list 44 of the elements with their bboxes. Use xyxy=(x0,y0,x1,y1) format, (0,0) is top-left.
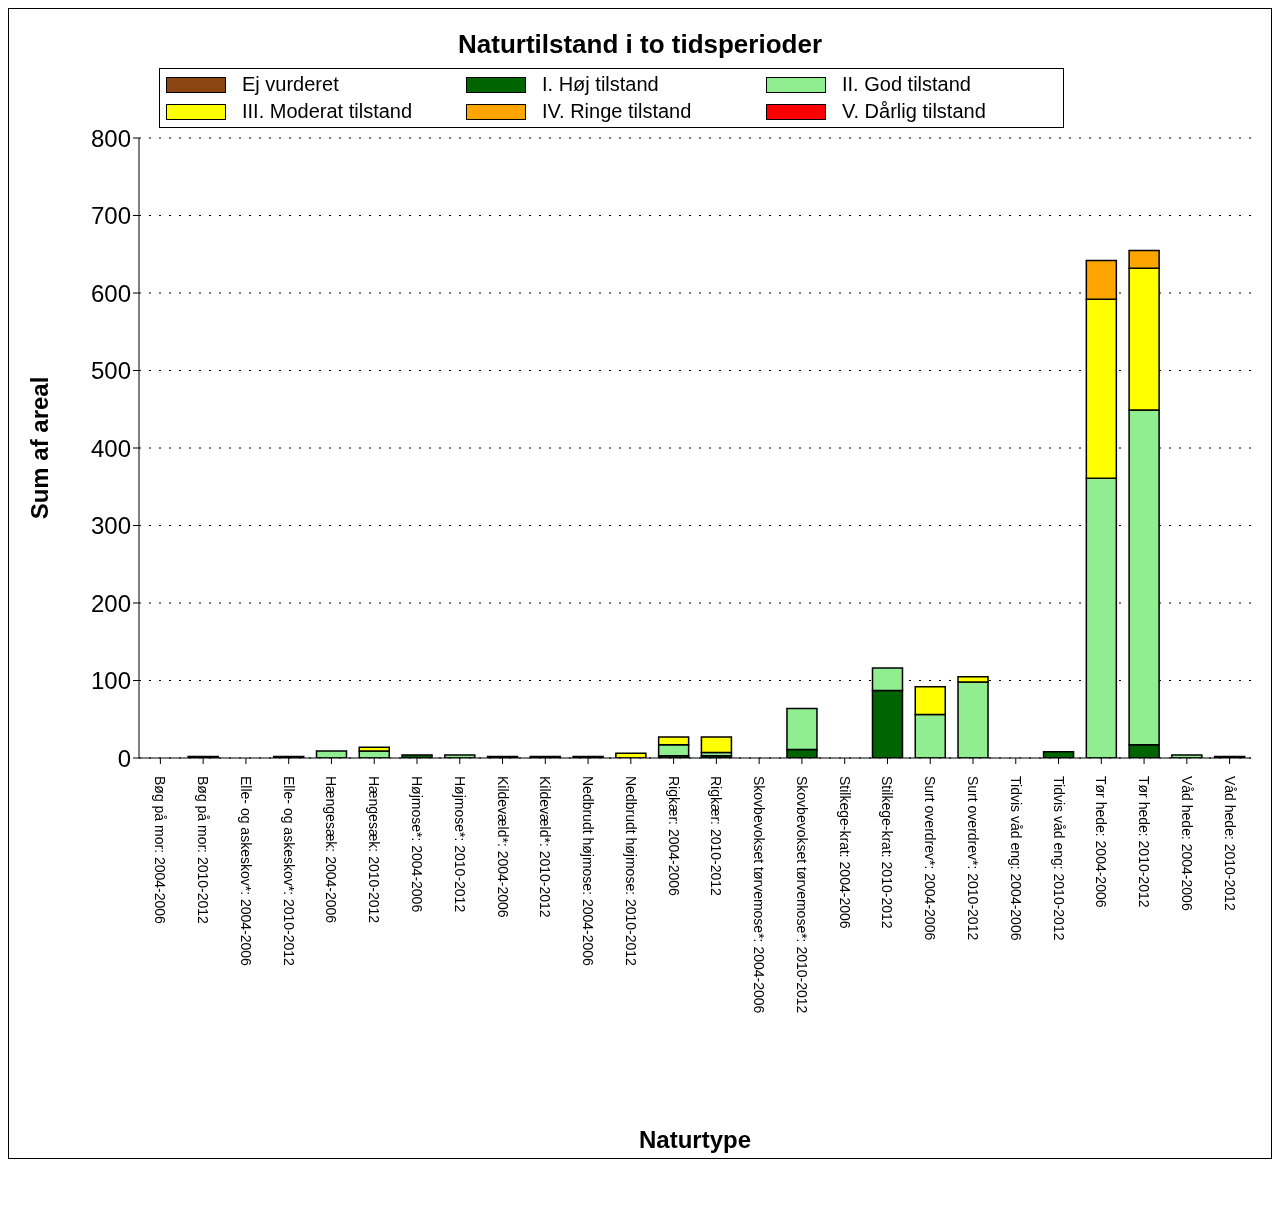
y-tick-label: 100 xyxy=(90,667,131,695)
x-tick-label: Stilkege-krat: 2004-2006 xyxy=(836,776,853,929)
x-tick-label: Hængesæk: 2010-2012 xyxy=(366,776,383,924)
x-tick-label: Elle- og askeskov*: 2004-2006 xyxy=(237,776,254,967)
y-axis-title: Sum af areal xyxy=(25,376,53,520)
x-tick-label: Hængesæk: 2004-2006 xyxy=(323,776,340,924)
x-tick-label: Tidvis våd eng: 2010-2012 xyxy=(1050,776,1067,941)
legend-label: I. Høj tilstand xyxy=(542,73,659,96)
x-tick-label: Nedbrudt højmose: 2010-2012 xyxy=(622,776,639,967)
x-tick-label: Tidvis våd eng: 2004-2006 xyxy=(1007,776,1024,941)
x-tick-label: Bøg på mor: 2010-2012 xyxy=(195,776,212,925)
legend-label: III. Moderat tilstand xyxy=(242,100,413,123)
x-axis-title: Naturtype xyxy=(638,1126,752,1153)
x-tick-label: Våd hede: 2010-2012 xyxy=(1221,776,1238,911)
x-tick-label: Kildevæld*: 2010-2012 xyxy=(537,776,554,918)
x-tick-label: Bøg på mor: 2004-2006 xyxy=(152,776,169,925)
y-tick-label: 800 xyxy=(90,124,131,152)
x-tick-label: Surt overdrev*: 2004-2006 xyxy=(922,776,939,941)
legend-label: II. God tilstand xyxy=(842,73,971,96)
x-tick-label: Højmose*: 2004-2006 xyxy=(409,776,425,913)
x-tick-label: Stilkege-krat: 2010-2012 xyxy=(879,776,896,929)
x-tick-label: Våd hede: 2004-2006 xyxy=(1178,776,1195,911)
y-tick-label: 400 xyxy=(90,434,131,462)
x-tick-label: Nedbrudt højmose: 2004-2006 xyxy=(580,776,597,967)
x-tick-label: Surt overdrev*: 2010-2012 xyxy=(965,776,981,941)
legend-label: V. Dårlig tilstand xyxy=(842,100,986,123)
chart-title: Naturtilstand i to tidsperioder xyxy=(457,29,823,60)
y-tick-label: 300 xyxy=(90,512,131,540)
x-tick-label: Højmose*: 2010-2012 xyxy=(451,776,468,913)
legend-label: IV. Ringe tilstand xyxy=(542,100,692,123)
x-tick-label: Elle- og askeskov*: 2010-2012 xyxy=(280,776,297,967)
x-tick-label: Skovbevokset tørvemose*: 2004-2006 xyxy=(751,776,768,1014)
x-tick-label: Skovbevokset tørvemose*: 2010-2012 xyxy=(793,776,810,1014)
y-tick-label: 700 xyxy=(90,202,131,230)
x-tick-label: Tør hede: 2004-2006 xyxy=(1093,776,1110,908)
x-tick-label: Kildevæld*: 2004-2006 xyxy=(494,776,511,918)
y-tick-label: 600 xyxy=(90,279,131,307)
y-tick-label: 200 xyxy=(90,589,131,617)
x-tick-label: Tør hede: 2010-2012 xyxy=(1136,776,1153,908)
y-tick-label: 500 xyxy=(90,357,131,385)
legend-label: Ej vurderet xyxy=(242,73,339,96)
x-tick-label: Rigkær: 2004-2006 xyxy=(665,776,682,897)
y-tick-label: 0 xyxy=(117,744,131,772)
x-tick-label: Rigkær: 2010-2012 xyxy=(708,776,725,897)
